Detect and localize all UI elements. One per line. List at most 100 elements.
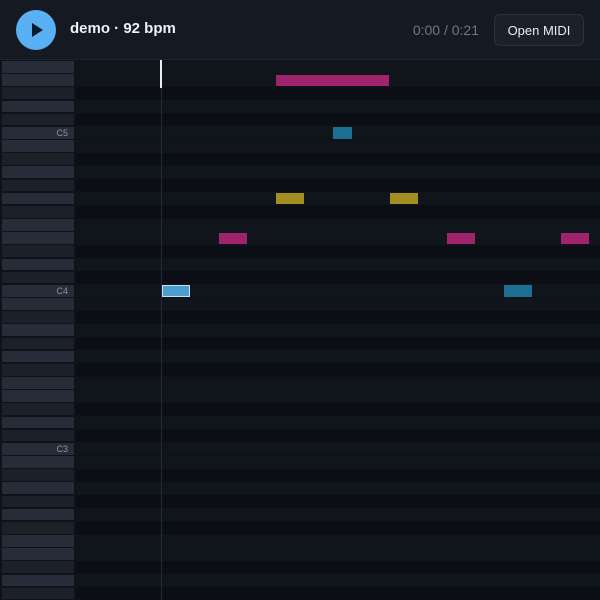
pitch-lane <box>76 389 600 403</box>
piano-key[interactable] <box>2 587 74 600</box>
piano-key[interactable] <box>2 74 74 86</box>
piano-key[interactable] <box>2 561 74 574</box>
playhead[interactable] <box>160 60 162 88</box>
piano-key[interactable] <box>2 245 74 258</box>
pitch-lane <box>76 100 600 113</box>
piano-key[interactable] <box>2 521 74 534</box>
midi-note[interactable] <box>276 74 389 86</box>
song-title: demo · 92 bpm <box>70 20 176 37</box>
midi-note[interactable] <box>276 193 304 205</box>
pitch-lane <box>76 205 600 219</box>
piano-key[interactable] <box>2 416 74 429</box>
piano-keyboard: C5C4C3C2 <box>0 60 76 600</box>
midi-note[interactable] <box>390 193 418 205</box>
pitch-lane <box>76 416 600 430</box>
midi-note[interactable] <box>447 232 475 244</box>
pitch-lane <box>76 547 600 561</box>
piano-key[interactable] <box>2 363 74 376</box>
pitch-lane <box>76 521 600 535</box>
piano-key[interactable] <box>2 258 74 271</box>
piano-key[interactable] <box>2 87 74 99</box>
piano-key[interactable] <box>2 298 74 310</box>
piano-key[interactable] <box>2 377 74 389</box>
piano-key[interactable] <box>2 100 74 113</box>
pitch-lane <box>76 258 600 272</box>
octave-label: C4 <box>56 285 68 296</box>
pitch-lane <box>76 113 600 127</box>
piano-key[interactable] <box>2 482 74 495</box>
piano-key[interactable] <box>2 219 74 231</box>
piano-key[interactable] <box>2 179 74 192</box>
pitch-lane <box>76 455 600 469</box>
piano-key[interactable]: C5 <box>2 126 74 139</box>
midi-note[interactable] <box>504 285 532 297</box>
pitch-lane <box>76 244 600 258</box>
pitch-lane <box>76 310 600 324</box>
pitch-lane <box>76 192 600 206</box>
midi-note[interactable] <box>219 232 247 244</box>
pitch-lane <box>76 284 600 298</box>
pitch-lane <box>76 179 600 193</box>
midi-note[interactable] <box>561 232 589 244</box>
open-midi-button[interactable]: Open MIDI <box>494 14 584 46</box>
midi-note[interactable] <box>162 285 190 297</box>
piano-key[interactable] <box>2 495 74 508</box>
pitch-lane <box>76 271 600 285</box>
piano-key[interactable] <box>2 574 74 587</box>
piano-key[interactable] <box>2 61 74 73</box>
piano-key[interactable] <box>2 153 74 165</box>
piano-key[interactable] <box>2 113 74 126</box>
pitch-lane <box>76 363 600 377</box>
note-grid[interactable] <box>76 60 600 600</box>
piano-key[interactable] <box>2 469 74 481</box>
pitch-lane <box>76 495 600 509</box>
piano-key[interactable]: C3 <box>2 442 74 455</box>
pitch-lane <box>76 86 600 100</box>
piano-key[interactable] <box>2 403 74 416</box>
pitch-lane <box>76 481 600 495</box>
pitch-lane <box>76 139 600 153</box>
pitch-lane <box>76 376 600 390</box>
midi-note[interactable] <box>333 127 352 139</box>
pitch-lane <box>76 587 600 600</box>
piano-key[interactable] <box>2 535 74 547</box>
pitch-lane <box>76 165 600 179</box>
transport-bar: demo · 92 bpm 0:00 / 0:21 Open MIDI <box>0 0 600 60</box>
piano-key[interactable] <box>2 548 74 560</box>
piano-roll: C5C4C3C2 <box>0 60 600 600</box>
octave-label: C3 <box>56 443 68 454</box>
pitch-lane <box>76 468 600 482</box>
pitch-lane <box>76 534 600 548</box>
pitch-lane <box>76 60 600 74</box>
bar-line <box>161 60 162 600</box>
pitch-lane <box>76 429 600 443</box>
time-readout: 0:00 / 0:21 <box>412 22 479 38</box>
piano-key[interactable] <box>2 311 74 323</box>
pitch-lane <box>76 508 600 522</box>
pitch-lane <box>76 152 600 166</box>
octave-label: C5 <box>56 127 68 138</box>
pitch-lane <box>76 402 600 416</box>
pitch-lane <box>76 337 600 351</box>
piano-key[interactable] <box>2 508 74 521</box>
piano-key[interactable]: C4 <box>2 284 74 297</box>
pitch-lane <box>76 442 600 456</box>
piano-key[interactable] <box>2 456 74 468</box>
piano-key[interactable] <box>2 429 74 442</box>
piano-key[interactable] <box>2 232 74 244</box>
play-button[interactable] <box>16 10 56 50</box>
pitch-lane <box>76 218 600 232</box>
pitch-lane <box>76 297 600 311</box>
piano-key[interactable] <box>2 166 74 179</box>
piano-key[interactable] <box>2 205 74 218</box>
piano-key[interactable] <box>2 271 74 284</box>
piano-key[interactable] <box>2 324 74 337</box>
pitch-lane <box>76 231 600 245</box>
piano-key[interactable] <box>2 192 74 205</box>
piano-key[interactable] <box>2 350 74 363</box>
piano-key[interactable] <box>2 140 74 152</box>
piano-key[interactable] <box>2 337 74 350</box>
pitch-lane <box>76 323 600 337</box>
pitch-lane <box>76 574 600 588</box>
piano-key[interactable] <box>2 390 74 402</box>
